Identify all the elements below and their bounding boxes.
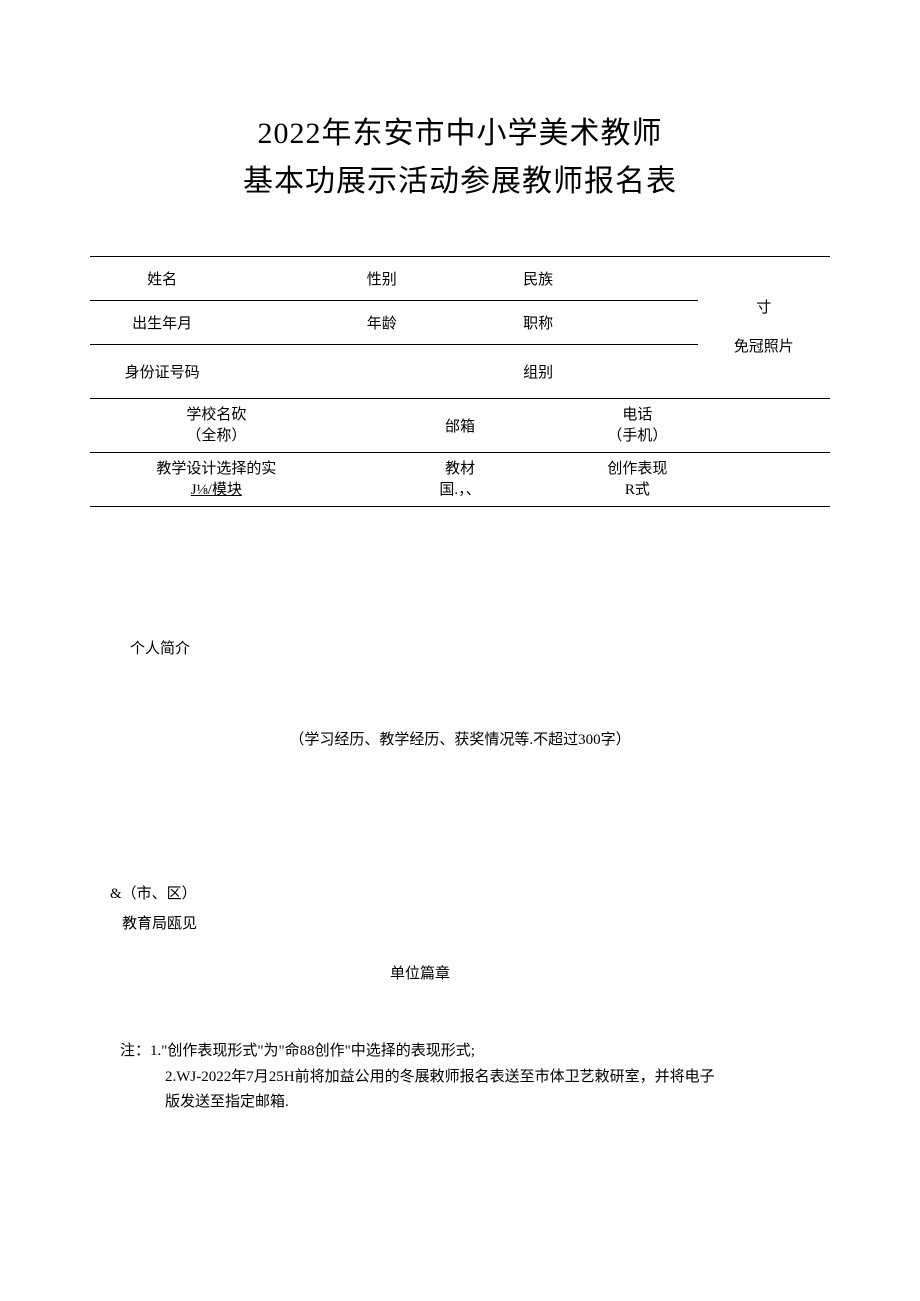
photo-label-2: 免冠照片 bbox=[700, 337, 828, 358]
table-row: 教学设计选择的实 J⅛/模块 教材 国.，、 创作表现 R式 bbox=[90, 453, 830, 507]
stamp-label: 单位篇章 bbox=[110, 959, 830, 989]
field-title[interactable] bbox=[577, 301, 697, 345]
label-textbook: 教材 国.，、 bbox=[421, 453, 499, 507]
opinion-line1: &（市、区） bbox=[110, 879, 830, 909]
document-title: 2022年东安市中小学美术教师 基本功展示活动参展教师报名表 bbox=[90, 110, 830, 206]
opinion-section: &（市、区） 教育局瓯见 单位篇章 bbox=[90, 879, 830, 989]
title-line-1: 2022年东安市中小学美术教师 bbox=[90, 110, 830, 158]
label-module: 教学设计选择的实 J⅛/模块 bbox=[90, 453, 343, 507]
label-creation-line2: R式 bbox=[579, 480, 695, 501]
label-school: 学校名砍 （全称） bbox=[90, 399, 343, 453]
field-birthdate[interactable] bbox=[234, 301, 342, 345]
label-email: 邰箱 bbox=[421, 399, 499, 453]
label-ethnicity: 民族 bbox=[499, 257, 577, 301]
label-creation: 创作表现 R式 bbox=[577, 453, 697, 507]
label-module-line2: J⅛/模块 bbox=[92, 480, 341, 501]
label-group: 组别 bbox=[499, 345, 577, 399]
label-gender: 性别 bbox=[343, 257, 421, 301]
field-age[interactable] bbox=[421, 301, 499, 345]
field-school[interactable] bbox=[343, 399, 421, 453]
photo-cell[interactable]: 寸 免冠照片 bbox=[698, 257, 830, 399]
label-module-line1: 教学设计选择的实 bbox=[92, 459, 341, 480]
field-phone[interactable] bbox=[698, 399, 830, 453]
opinion-line2: 教育局瓯见 bbox=[110, 909, 830, 939]
note-line-1: 注：1."创作表现形式"为"命88创作"中选择的表现形式; bbox=[120, 1039, 830, 1065]
registration-form-table: 姓名 性别 民族 寸 免冠照片 出生年月 年龄 职称 身份证号码 组别 学校名砍… bbox=[90, 256, 830, 507]
field-gender[interactable] bbox=[421, 257, 499, 301]
table-row: 学校名砍 （全称） 邰箱 电话 （手机） bbox=[90, 399, 830, 453]
label-title: 职称 bbox=[499, 301, 577, 345]
field-ethnicity[interactable] bbox=[577, 257, 697, 301]
title-line-2: 基本功展示活动参展教师报名表 bbox=[90, 158, 830, 206]
label-age: 年龄 bbox=[343, 301, 421, 345]
note-line-3: 版发送至指定邮箱. bbox=[120, 1090, 830, 1116]
label-name: 姓名 bbox=[90, 257, 234, 301]
label-phone: 电话 （手机） bbox=[577, 399, 697, 453]
field-textbook[interactable] bbox=[499, 453, 577, 507]
field-creation[interactable] bbox=[698, 453, 830, 507]
label-school-line1: 学校名砍 bbox=[92, 405, 341, 426]
table-row: 姓名 性别 民族 寸 免冠照片 bbox=[90, 257, 830, 301]
note-line-2: 2.WJ-2022年7月25H前将加益公用的冬展敕师报名表送至市体卫艺敕研室，并… bbox=[120, 1065, 830, 1091]
personal-intro-section: 个人简介 （学习经历、教学经历、获奖情况等.不超过300字） bbox=[90, 637, 830, 749]
field-email[interactable] bbox=[499, 399, 577, 453]
label-textbook-line2: 国.，、 bbox=[423, 480, 497, 501]
photo-label-1: 寸 bbox=[700, 298, 828, 319]
label-creation-line1: 创作表现 bbox=[579, 459, 695, 480]
label-school-line2: （全称） bbox=[92, 426, 341, 447]
field-group[interactable] bbox=[577, 345, 697, 399]
label-phone-line2: （手机） bbox=[579, 426, 695, 447]
label-idnumber: 身份证号码 bbox=[90, 345, 234, 399]
label-phone-line1: 电话 bbox=[579, 405, 695, 426]
field-name[interactable] bbox=[234, 257, 342, 301]
field-idnumber[interactable] bbox=[234, 345, 499, 399]
intro-label: 个人简介 bbox=[130, 637, 830, 658]
field-module[interactable] bbox=[343, 453, 421, 507]
intro-hint: （学习经历、教学经历、获奖情况等.不超过300字） bbox=[130, 728, 830, 749]
label-textbook-line1: 教材 bbox=[423, 459, 497, 480]
notes-section: 注：1."创作表现形式"为"命88创作"中选择的表现形式; 2.WJ-2022年… bbox=[90, 1039, 830, 1116]
label-birthdate: 出生年月 bbox=[90, 301, 234, 345]
